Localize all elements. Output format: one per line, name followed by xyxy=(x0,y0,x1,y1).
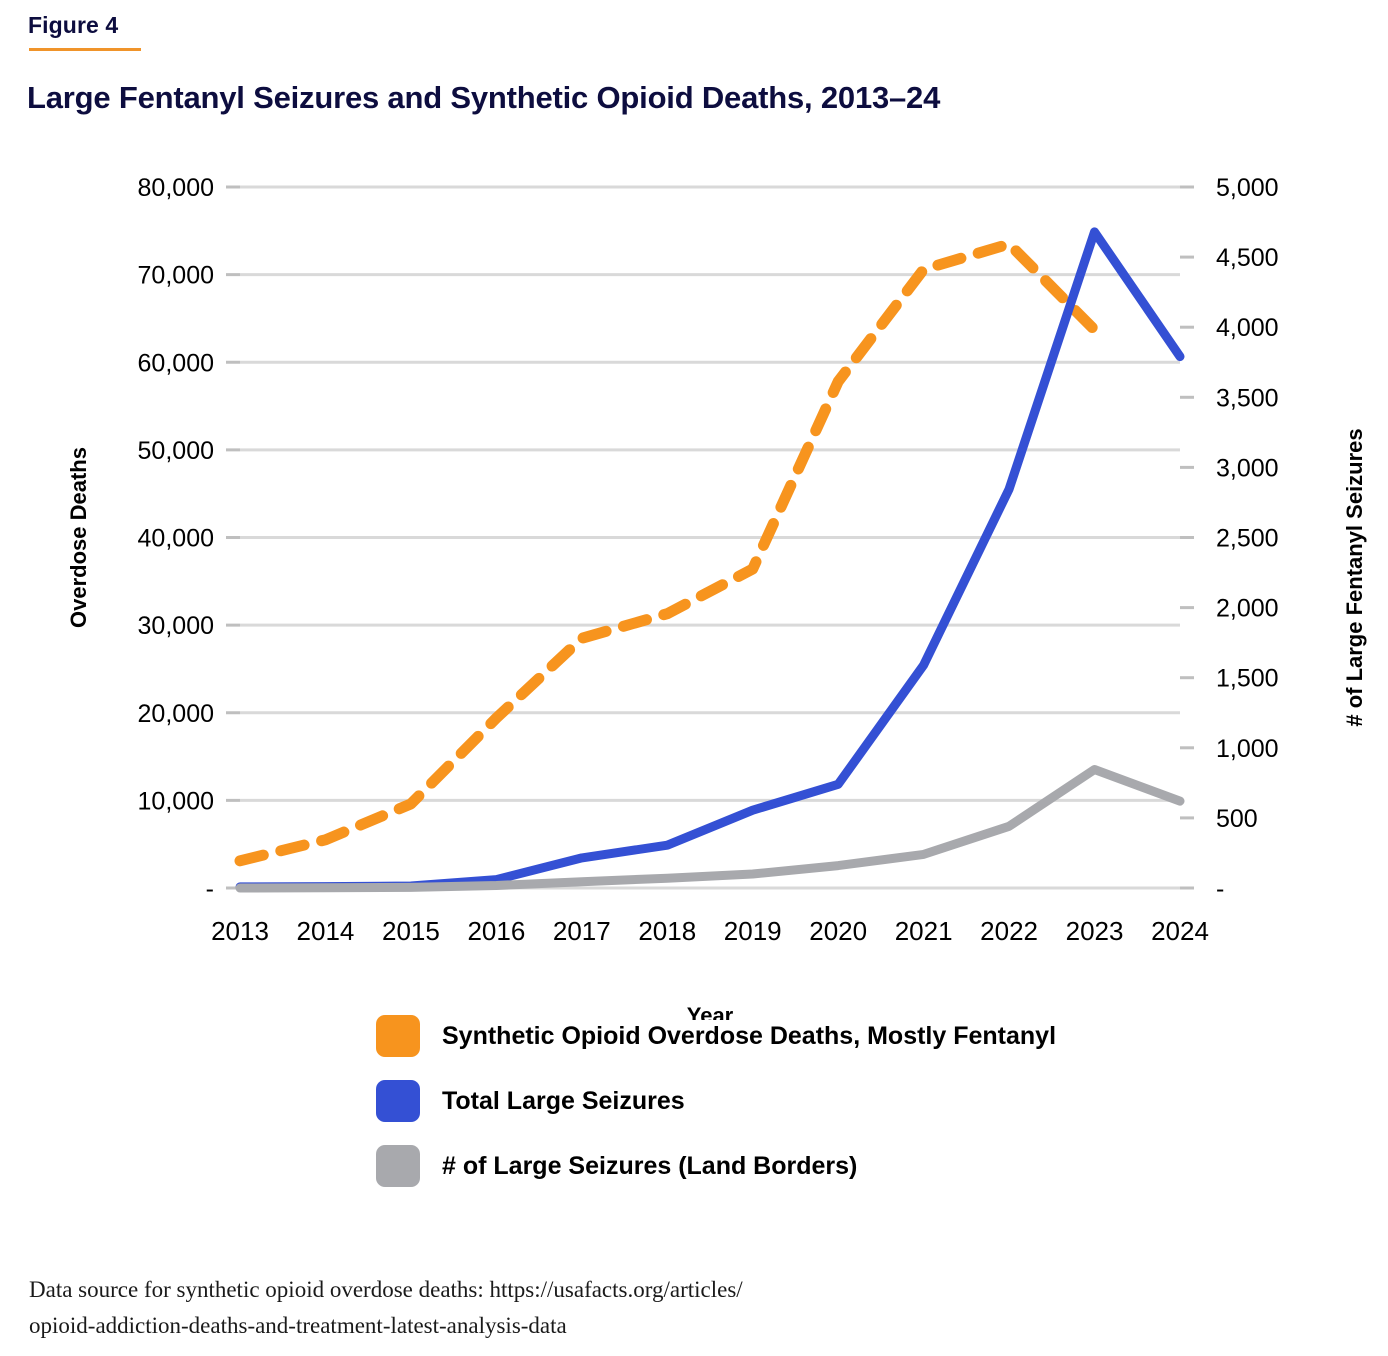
data-series-lines xyxy=(234,227,1185,893)
x-axis-title: Year xyxy=(687,1003,734,1020)
x-tick-label: 2022 xyxy=(980,916,1038,946)
series-line-gray-land-border-seizures xyxy=(235,765,1185,893)
x-tick-label: 2024 xyxy=(1151,916,1209,946)
legend-item-land-border-seizures[interactable]: # of Large Seizures (Land Borders) xyxy=(376,1142,1176,1190)
y2-tick-label: 4,500 xyxy=(1216,244,1279,272)
chart-legend: Synthetic Opioid Overdose Deaths, Mostly… xyxy=(376,1012,1176,1207)
x-tick-label: 2013 xyxy=(211,916,269,946)
y2-tick-label: 1,000 xyxy=(1216,735,1279,763)
x-tick-label: 2016 xyxy=(467,916,525,946)
y2-tick-label: 2,000 xyxy=(1216,595,1279,623)
footnote-line-1: Data source for synthetic opioid overdos… xyxy=(29,1277,743,1302)
y-tick-label: 60,000 xyxy=(138,349,214,377)
x-tick-label: 2021 xyxy=(895,916,953,946)
y2-tick-label: 3,500 xyxy=(1216,384,1279,412)
legend-swatch-blue xyxy=(376,1080,420,1122)
y2-tick-label: - xyxy=(1216,875,1224,903)
y-tick-label: 50,000 xyxy=(138,437,214,465)
y2-tick-label: 5,000 xyxy=(1216,174,1279,202)
x-tick-label: 2023 xyxy=(1066,916,1124,946)
y-tick-label: 10,000 xyxy=(138,787,214,815)
y2-axis-tick-marks xyxy=(1180,185,1194,890)
legend-swatch-gray xyxy=(376,1145,420,1187)
y2-axis-tick-labels: 5,000 4,500 4,000 3,500 3,000 2,500 2,000 1,500… xyxy=(1216,174,1279,903)
x-tick-label: 2017 xyxy=(553,916,611,946)
y-tick-label: 20,000 xyxy=(138,700,214,728)
x-tick-label: 2014 xyxy=(297,916,355,946)
gridlines xyxy=(240,185,1180,890)
y-axis-title: Overdose Deaths xyxy=(66,447,91,628)
series-line-blue-total-seizures xyxy=(235,227,1185,892)
chart-container: 80,000 70,000 60,000 50,000 40,000 30,000 20,0… xyxy=(0,150,1388,1020)
legend-label-land-border-seizures: # of Large Seizures (Land Borders) xyxy=(442,1151,858,1180)
figure-rule-divider xyxy=(29,48,141,51)
y2-tick-label: 2,500 xyxy=(1216,525,1279,553)
legend-swatch-orange xyxy=(376,1015,420,1057)
y2-tick-label: 3,000 xyxy=(1216,454,1279,482)
y-tick-label: - xyxy=(206,875,214,903)
figure-label: Figure 4 xyxy=(28,12,119,38)
y2-axis-title: # of Large Fentanyl Seizures xyxy=(1342,428,1367,726)
y2-tick-label: 4,000 xyxy=(1216,314,1279,342)
x-tick-label: 2015 xyxy=(382,916,440,946)
y-tick-label: 40,000 xyxy=(138,525,214,553)
y-axis-tick-marks xyxy=(226,185,240,890)
x-tick-label: 2020 xyxy=(809,916,867,946)
legend-label-deaths: Synthetic Opioid Overdose Deaths, Mostly… xyxy=(442,1021,1057,1050)
footnote-line-2: opioid-addiction-deaths-and-treatment-la… xyxy=(29,1313,567,1338)
x-tick-label: 2018 xyxy=(638,916,696,946)
legend-label-total-seizures: Total Large Seizures xyxy=(442,1086,685,1115)
figure-title: Large Fentanyl Seizures and Synthetic Op… xyxy=(27,80,941,115)
series-line-orange-deaths xyxy=(234,238,1100,867)
line-chart: 80,000 70,000 60,000 50,000 40,000 30,000 20,0… xyxy=(66,174,1367,1020)
y-axis-tick-labels: 80,000 70,000 60,000 50,000 40,000 30,000 20,0… xyxy=(138,174,214,903)
legend-item-deaths[interactable]: Synthetic Opioid Overdose Deaths, Mostly… xyxy=(376,1012,1176,1060)
y2-tick-label: 1,500 xyxy=(1216,665,1279,693)
y-tick-label: 80,000 xyxy=(138,174,214,202)
legend-item-total-seizures[interactable]: Total Large Seizures xyxy=(376,1077,1176,1125)
y-tick-label: 70,000 xyxy=(138,262,214,290)
x-tick-label: 2019 xyxy=(724,916,782,946)
y-tick-label: 30,000 xyxy=(138,612,214,640)
x-axis-tick-labels: 2013 2014 2015 2016 2017 2018 2019 2020 2021 2022… xyxy=(211,916,1209,946)
y2-tick-label: 500 xyxy=(1216,805,1258,833)
figure-footnote: Data source for synthetic opioid overdos… xyxy=(29,1272,1029,1344)
